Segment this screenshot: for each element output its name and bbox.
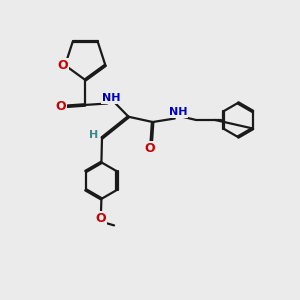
Text: O: O bbox=[95, 212, 106, 225]
Text: O: O bbox=[144, 142, 155, 155]
Text: O: O bbox=[57, 59, 68, 72]
Text: H: H bbox=[88, 130, 98, 140]
Text: O: O bbox=[55, 100, 66, 113]
Text: NH: NH bbox=[102, 93, 120, 103]
Text: NH: NH bbox=[169, 107, 188, 117]
